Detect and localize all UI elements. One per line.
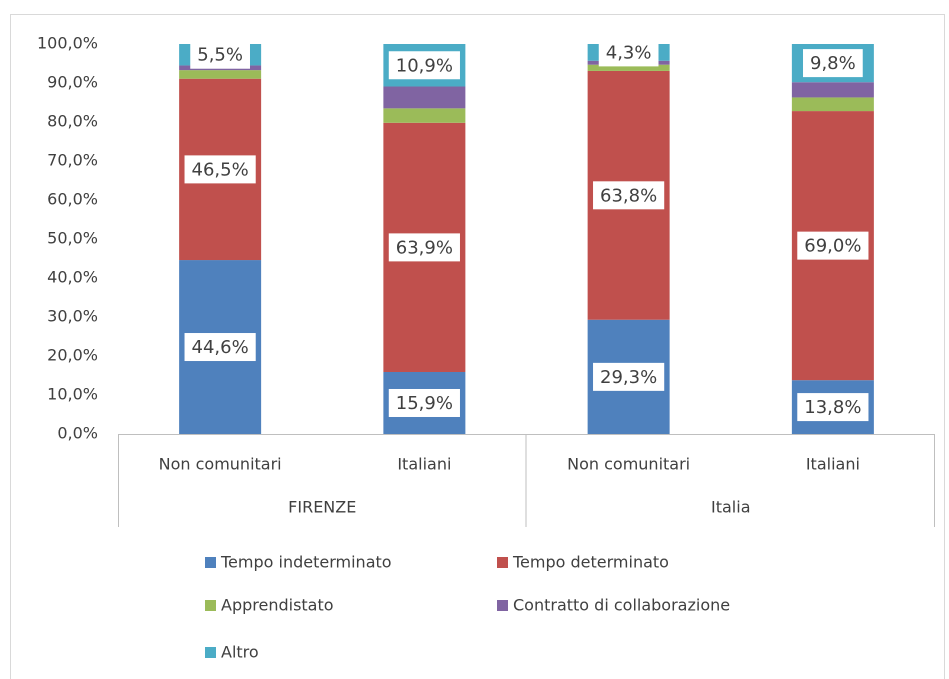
data-label: 63,9%	[396, 237, 453, 258]
legend-swatch	[205, 600, 216, 611]
data-label: 69,0%	[804, 236, 861, 257]
data-label: 10,9%	[396, 55, 453, 76]
legend-swatch	[497, 557, 508, 568]
bar-segment	[791, 82, 874, 98]
y-tick-label: 70,0%	[47, 151, 98, 170]
bar-segment	[587, 64, 670, 71]
data-label-box	[184, 155, 256, 184]
legend-swatch	[205, 557, 216, 568]
data-label: 4,3%	[606, 42, 652, 63]
data-label-box	[388, 388, 460, 417]
group-label: FIRENZE	[288, 498, 356, 517]
bar-segment	[383, 86, 466, 109]
y-tick-label: 0,0%	[57, 424, 98, 443]
legend-label: Tempo indeterminato	[220, 553, 392, 572]
data-label-box	[598, 38, 659, 67]
y-tick-label: 100,0%	[37, 34, 98, 53]
y-tick-label: 40,0%	[47, 268, 98, 287]
x-tick-label: Non comunitari	[159, 455, 282, 474]
y-tick-label: 20,0%	[47, 346, 98, 365]
legend-swatch	[497, 600, 508, 611]
chart-frame	[10, 14, 945, 679]
data-label: 9,8%	[810, 53, 856, 74]
y-tick-label: 60,0%	[47, 190, 98, 209]
x-tick-label: Non comunitari	[567, 455, 690, 474]
data-label: 29,3%	[600, 367, 657, 388]
y-tick-label: 80,0%	[47, 112, 98, 131]
legend-swatch	[205, 647, 216, 658]
bar-segment	[179, 70, 262, 79]
group-label: Italia	[711, 498, 751, 517]
y-tick-label: 50,0%	[47, 229, 98, 248]
bar-segment	[791, 97, 874, 112]
bar-segment	[383, 108, 466, 123]
data-label-box	[190, 40, 250, 69]
y-tick-label: 30,0%	[47, 307, 98, 326]
data-label: 63,8%	[600, 185, 657, 206]
legend-label: Tempo determinato	[512, 553, 669, 572]
legend-label: Contratto di collaborazione	[513, 596, 730, 615]
data-label-box	[797, 393, 869, 422]
data-label: 44,6%	[192, 337, 249, 358]
data-label-box	[803, 49, 863, 78]
y-tick-label: 90,0%	[47, 73, 98, 92]
data-label: 46,5%	[192, 159, 249, 180]
data-label: 5,5%	[197, 45, 243, 66]
data-label-box	[184, 333, 256, 362]
legend-label: Altro	[221, 643, 259, 662]
data-label-box	[388, 51, 460, 80]
data-label-box	[797, 231, 869, 260]
x-tick-label: Italiani	[806, 455, 860, 474]
data-label-box	[593, 181, 665, 210]
y-tick-label: 10,0%	[47, 385, 98, 404]
data-label: 15,9%	[396, 393, 453, 414]
x-tick-label: Italiani	[397, 455, 451, 474]
data-label-box	[593, 362, 665, 391]
legend-label: Apprendistato	[221, 596, 334, 615]
data-label-box	[388, 233, 460, 262]
data-label: 13,8%	[804, 397, 861, 418]
